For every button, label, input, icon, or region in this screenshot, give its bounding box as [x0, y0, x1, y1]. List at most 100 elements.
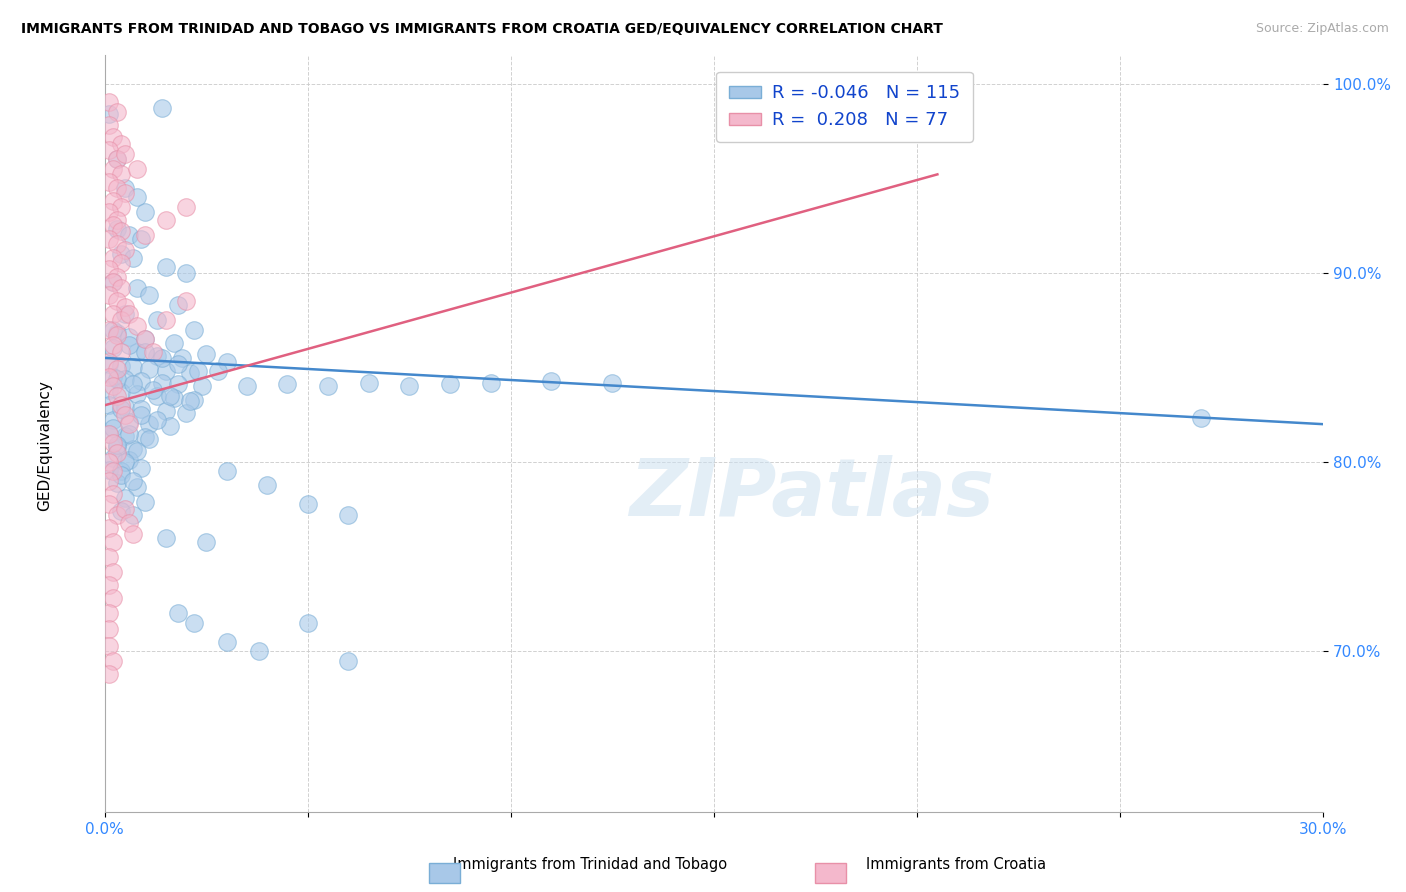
Point	[122, 251, 145, 265]
Point	[110, 345, 132, 359]
Point	[127, 480, 149, 494]
Point	[101, 251, 124, 265]
Point	[146, 389, 169, 403]
Point	[150, 376, 173, 390]
Point	[101, 342, 124, 356]
Point	[127, 161, 149, 176]
Point	[134, 227, 156, 242]
Point	[215, 465, 238, 479]
Point	[297, 615, 319, 630]
Point	[129, 374, 152, 388]
Point	[110, 384, 132, 399]
Point	[540, 374, 562, 388]
Point	[236, 379, 259, 393]
Point	[97, 607, 120, 621]
Point	[122, 474, 145, 488]
Point	[114, 455, 136, 469]
Point	[97, 455, 120, 469]
Point	[195, 347, 218, 361]
Point	[114, 186, 136, 201]
Point	[174, 266, 197, 280]
Point	[155, 531, 177, 545]
Point	[97, 95, 120, 110]
Point	[101, 413, 124, 427]
Point	[105, 445, 128, 459]
Point	[101, 369, 124, 384]
Point	[110, 313, 132, 327]
Point	[105, 362, 128, 376]
Point	[105, 438, 128, 452]
Point	[187, 364, 209, 378]
Point	[127, 281, 149, 295]
Point	[105, 389, 128, 403]
Point	[101, 465, 124, 479]
Point	[101, 219, 124, 233]
Point	[166, 298, 188, 312]
Point	[602, 376, 624, 390]
Point	[118, 337, 141, 351]
Point	[150, 101, 173, 115]
Point	[114, 180, 136, 194]
Point	[97, 497, 120, 511]
Point	[118, 330, 141, 344]
Point	[134, 205, 156, 219]
Point	[114, 146, 136, 161]
Point	[97, 398, 120, 412]
Point	[97, 521, 120, 535]
Point	[105, 212, 128, 227]
Point	[247, 644, 270, 658]
Text: Immigrants from Trinidad and Tobago: Immigrants from Trinidad and Tobago	[454, 857, 727, 872]
Point	[134, 430, 156, 444]
Legend: R = -0.046   N = 115, R =  0.208   N = 77: R = -0.046 N = 115, R = 0.208 N = 77	[716, 71, 973, 142]
Point	[183, 615, 205, 630]
Point	[105, 326, 128, 341]
Point	[101, 307, 124, 321]
Point	[114, 243, 136, 257]
Point	[105, 237, 128, 252]
Point	[101, 275, 124, 289]
Point	[97, 578, 120, 592]
Point	[159, 389, 181, 403]
Point	[155, 313, 177, 327]
Point	[97, 667, 120, 681]
Point	[97, 232, 120, 246]
Point	[97, 369, 120, 384]
Text: Immigrants from Croatia: Immigrants from Croatia	[866, 857, 1046, 872]
Point	[134, 345, 156, 359]
Point	[101, 194, 124, 208]
Point	[97, 383, 120, 397]
Point	[97, 355, 120, 369]
Point	[439, 377, 461, 392]
Point	[122, 527, 145, 541]
Point	[110, 468, 132, 483]
Point	[110, 256, 132, 270]
Point	[127, 443, 149, 458]
Point	[101, 451, 124, 466]
Point	[183, 392, 205, 407]
Point	[110, 224, 132, 238]
Point	[101, 436, 124, 450]
Point	[101, 591, 124, 606]
Point	[101, 654, 124, 668]
Point	[297, 497, 319, 511]
Text: IMMIGRANTS FROM TRINIDAD AND TOBAGO VS IMMIGRANTS FROM CROATIA GED/EQUIVALENCY C: IMMIGRANTS FROM TRINIDAD AND TOBAGO VS I…	[21, 22, 943, 37]
Point	[118, 453, 141, 467]
Point	[105, 269, 128, 284]
Point	[101, 379, 124, 393]
Point	[174, 294, 197, 309]
Point	[127, 318, 149, 333]
Point	[183, 322, 205, 336]
Point	[110, 281, 132, 295]
Point	[114, 502, 136, 516]
Point	[159, 419, 181, 434]
Point	[155, 212, 177, 227]
Point	[97, 474, 120, 488]
Point	[337, 654, 360, 668]
Point	[118, 307, 141, 321]
Point	[105, 372, 128, 386]
Point	[105, 180, 128, 194]
Point	[101, 421, 124, 435]
Point	[97, 107, 120, 121]
Point	[118, 415, 141, 429]
Point	[97, 288, 120, 302]
